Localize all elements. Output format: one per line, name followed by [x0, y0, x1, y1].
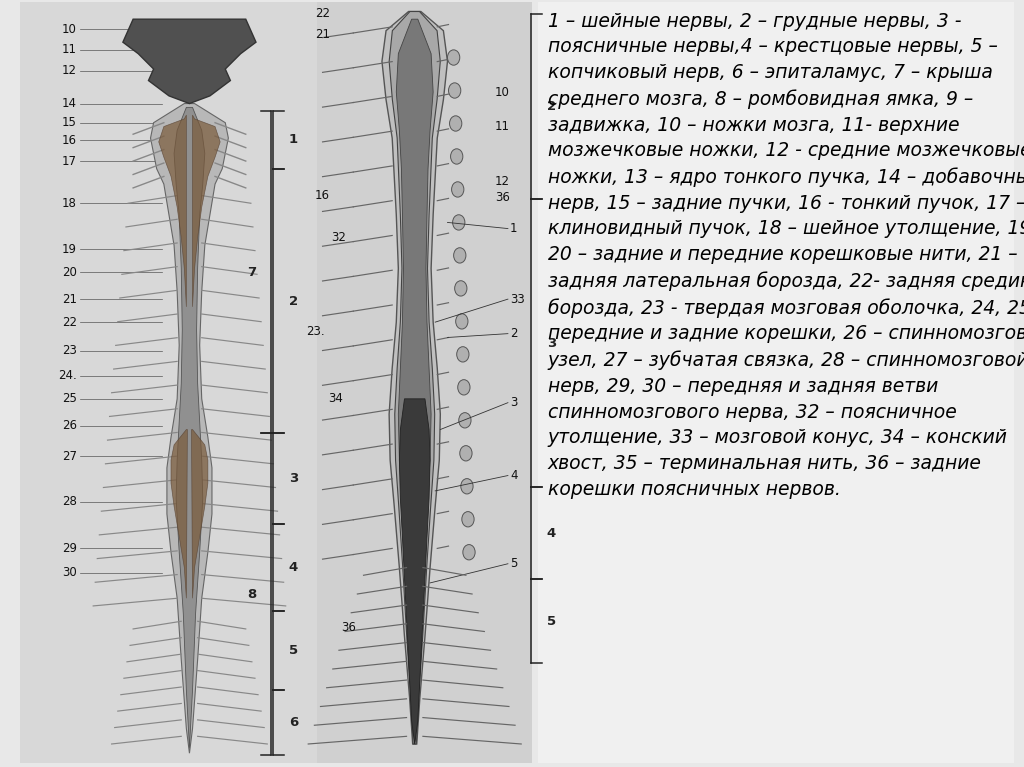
Ellipse shape: [458, 380, 470, 395]
Ellipse shape: [463, 545, 475, 560]
Text: 16: 16: [61, 134, 77, 146]
Text: 24.: 24.: [58, 370, 77, 382]
Text: 6: 6: [289, 716, 298, 729]
Text: 23.: 23.: [306, 325, 325, 337]
Text: 27: 27: [61, 450, 77, 463]
Text: 3: 3: [289, 472, 298, 485]
Ellipse shape: [449, 83, 461, 98]
Polygon shape: [159, 115, 186, 307]
Text: 18: 18: [61, 197, 77, 209]
Ellipse shape: [456, 314, 468, 329]
Text: 8: 8: [247, 588, 256, 601]
Text: 30: 30: [62, 567, 77, 579]
Ellipse shape: [459, 413, 471, 428]
Text: 10: 10: [61, 23, 77, 35]
Text: 4: 4: [547, 527, 556, 539]
Text: 17: 17: [61, 155, 77, 167]
Text: 34: 34: [328, 393, 343, 405]
Polygon shape: [399, 399, 430, 744]
Text: 4: 4: [289, 561, 298, 574]
Text: 10: 10: [495, 86, 510, 98]
Polygon shape: [151, 104, 228, 753]
Ellipse shape: [460, 446, 472, 461]
Text: 2: 2: [547, 100, 556, 113]
Bar: [538, 2, 1014, 763]
Text: 28: 28: [61, 495, 77, 508]
Text: 36: 36: [341, 621, 356, 634]
Text: 11: 11: [495, 120, 510, 133]
Text: 19: 19: [61, 243, 77, 255]
Ellipse shape: [453, 215, 465, 230]
Polygon shape: [193, 115, 220, 307]
Text: 14: 14: [61, 97, 77, 110]
Polygon shape: [123, 19, 256, 104]
Ellipse shape: [451, 149, 463, 164]
Text: 5: 5: [510, 558, 517, 570]
Ellipse shape: [452, 182, 464, 197]
Text: 15: 15: [61, 117, 77, 129]
Ellipse shape: [455, 281, 467, 296]
Bar: [20, 2, 323, 763]
Text: 20: 20: [61, 266, 77, 278]
Text: 21: 21: [314, 28, 330, 41]
Text: 26: 26: [61, 420, 77, 432]
Text: 25: 25: [61, 393, 77, 405]
Text: 3: 3: [510, 397, 517, 409]
Text: 12: 12: [61, 64, 77, 77]
Text: 5: 5: [547, 615, 556, 627]
Text: 22: 22: [61, 316, 77, 328]
Text: 1: 1: [289, 133, 298, 146]
Ellipse shape: [454, 248, 466, 263]
Ellipse shape: [457, 347, 469, 362]
Text: 11: 11: [61, 44, 77, 56]
Text: 16: 16: [314, 189, 330, 202]
Text: 12: 12: [495, 176, 510, 188]
Polygon shape: [382, 12, 447, 744]
Ellipse shape: [447, 50, 460, 65]
Text: 4: 4: [510, 469, 517, 482]
Text: 2: 2: [510, 328, 517, 340]
Ellipse shape: [461, 479, 473, 494]
Text: 1 – шейные нервы, 2 – грудные нервы, 3 -
поясничные нервы,4 – крестцовые нервы, : 1 – шейные нервы, 2 – грудные нервы, 3 -…: [548, 12, 1024, 499]
Text: 1: 1: [510, 222, 517, 235]
Text: 33: 33: [510, 293, 524, 305]
Ellipse shape: [450, 116, 462, 131]
Polygon shape: [389, 12, 440, 744]
Text: 5: 5: [289, 644, 298, 657]
Text: 3: 3: [547, 337, 556, 350]
Polygon shape: [191, 430, 208, 598]
Bar: [317, 2, 532, 763]
Polygon shape: [174, 107, 205, 748]
Ellipse shape: [462, 512, 474, 527]
Text: 29: 29: [61, 542, 77, 555]
Text: 2: 2: [289, 295, 298, 308]
Text: 22: 22: [314, 8, 330, 20]
Text: 36: 36: [495, 192, 510, 204]
Text: 7: 7: [247, 266, 256, 278]
Text: 21: 21: [61, 293, 77, 305]
Polygon shape: [171, 430, 187, 598]
Polygon shape: [396, 19, 433, 744]
Text: 32: 32: [331, 232, 346, 244]
Text: 23: 23: [61, 344, 77, 357]
